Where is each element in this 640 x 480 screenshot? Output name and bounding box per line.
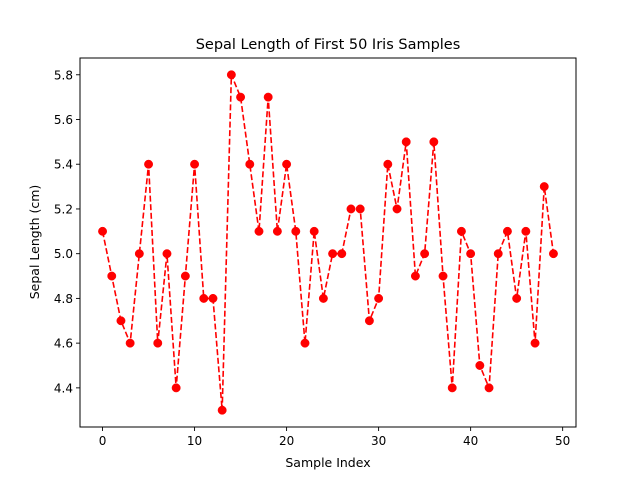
data-point [539, 182, 549, 192]
data-point [190, 159, 200, 169]
data-point [245, 159, 255, 169]
y-tick-label: 5.6 [54, 113, 73, 127]
data-point [383, 159, 393, 169]
data-point [346, 204, 356, 214]
y-tick-label: 5.4 [54, 158, 73, 172]
data-point [484, 383, 494, 393]
y-axis-label: Sepal Length (cm) [27, 185, 42, 300]
y-tick-label: 5.2 [54, 202, 73, 216]
data-point [272, 226, 282, 236]
data-point [236, 92, 246, 102]
data-point [456, 226, 466, 236]
data-point [263, 92, 273, 102]
data-point [282, 159, 292, 169]
data-point [309, 226, 319, 236]
data-point [410, 271, 420, 281]
y-tick-label: 5.8 [54, 68, 73, 82]
y-tick-label: 4.6 [54, 337, 73, 351]
y-tick-label: 5.0 [54, 247, 73, 261]
x-tick-label: 20 [279, 434, 294, 448]
data-point [107, 271, 117, 281]
x-tick-label: 50 [555, 434, 570, 448]
data-point [318, 293, 328, 303]
data-point [549, 249, 558, 259]
data-point [254, 226, 264, 236]
data-point [374, 293, 384, 303]
data-point [171, 383, 181, 393]
data-point [116, 316, 126, 326]
series-line [101, 74, 555, 411]
plot-area [80, 58, 576, 427]
data-point [521, 226, 531, 236]
data-point [493, 249, 503, 259]
data-point [512, 293, 522, 303]
x-tick-label: 40 [463, 434, 478, 448]
x-axis-ticks: 0 10 20 30 40 50 [99, 427, 570, 448]
x-tick-label: 0 [99, 434, 107, 448]
data-point [98, 226, 108, 236]
data-point [337, 249, 347, 259]
data-point [438, 271, 448, 281]
data-point [180, 271, 190, 281]
data-point [162, 249, 172, 259]
data-point [401, 137, 411, 147]
data-point [502, 226, 512, 236]
data-point [300, 338, 310, 348]
x-tick-label: 30 [371, 434, 386, 448]
data-point [364, 316, 374, 326]
series-layer [98, 70, 558, 415]
data-point [291, 226, 301, 236]
data-point [208, 293, 218, 303]
chart-title: Sepal Length of First 50 Iris Samples [196, 37, 461, 53]
data-point [199, 293, 209, 303]
data-point [328, 249, 338, 259]
data-point [392, 204, 402, 214]
data-point [217, 405, 227, 415]
data-point [447, 383, 457, 393]
data-point [134, 249, 144, 259]
y-tick-label: 4.4 [54, 381, 73, 395]
data-point [144, 159, 154, 169]
data-point [429, 137, 439, 147]
data-point [355, 204, 365, 214]
y-axis-ticks: 4.4 4.6 4.8 5.0 5.2 5.4 5.6 5.8 [54, 68, 80, 395]
data-point [153, 338, 163, 348]
x-axis-label: Sample Index [285, 455, 370, 470]
data-point [466, 249, 476, 259]
x-tick-label: 10 [187, 434, 202, 448]
data-point [125, 338, 135, 348]
plot-frame [79, 57, 577, 428]
data-point [530, 338, 540, 348]
y-tick-label: 4.8 [54, 292, 73, 306]
data-point [475, 361, 485, 370]
data-point [420, 249, 430, 259]
data-point [226, 70, 236, 80]
